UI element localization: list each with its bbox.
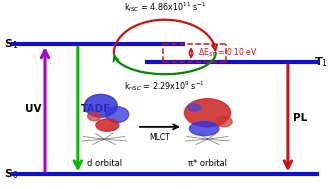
Text: k$_{rISC}$ = 2.29x10$^{9}$ s$^{-1}$: k$_{rISC}$ = 2.29x10$^{9}$ s$^{-1}$ — [124, 79, 205, 93]
Text: S$_0$: S$_0$ — [4, 167, 19, 181]
Text: MLCT: MLCT — [149, 133, 170, 142]
Text: S$_1$: S$_1$ — [4, 37, 18, 51]
Ellipse shape — [188, 104, 201, 111]
Ellipse shape — [106, 107, 129, 122]
Text: PL: PL — [293, 113, 307, 123]
Ellipse shape — [185, 99, 230, 127]
Text: ΔE$_{ST}$ = 0.10 eV: ΔE$_{ST}$ = 0.10 eV — [198, 47, 257, 59]
Ellipse shape — [216, 116, 232, 127]
Text: UV: UV — [25, 104, 42, 114]
Text: TADF: TADF — [81, 104, 111, 114]
Text: π* orbital: π* orbital — [188, 159, 227, 168]
Ellipse shape — [190, 122, 219, 136]
Text: T$_1$: T$_1$ — [314, 55, 328, 69]
Text: d orbital: d orbital — [87, 159, 122, 168]
Ellipse shape — [96, 119, 119, 131]
Text: k$_{ISC}$ = 4.86x10$^{11}$ s$^{-1}$: k$_{ISC}$ = 4.86x10$^{11}$ s$^{-1}$ — [124, 0, 206, 14]
Ellipse shape — [88, 112, 101, 121]
Ellipse shape — [84, 94, 117, 117]
